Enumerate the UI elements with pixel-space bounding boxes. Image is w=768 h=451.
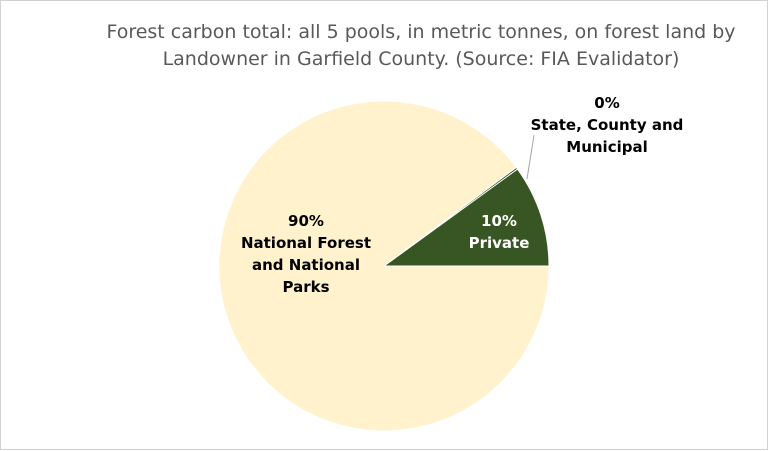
data-label-national-forest-and-national-parks: 90% National Forest and National Parks: [241, 212, 371, 296]
data-label-private: 10% Private: [469, 212, 530, 252]
leader-line-state-county-and-municipal: [526, 134, 535, 180]
pie-slice-national-forest-and-national-parks: [218, 100, 550, 432]
pie-slice-private: [382, 168, 550, 267]
chart-title: Forest carbon total: all 5 pools, in met…: [106, 21, 736, 70]
data-label-state-county-and-municipal: 0% State, County and Municipal: [531, 94, 684, 156]
